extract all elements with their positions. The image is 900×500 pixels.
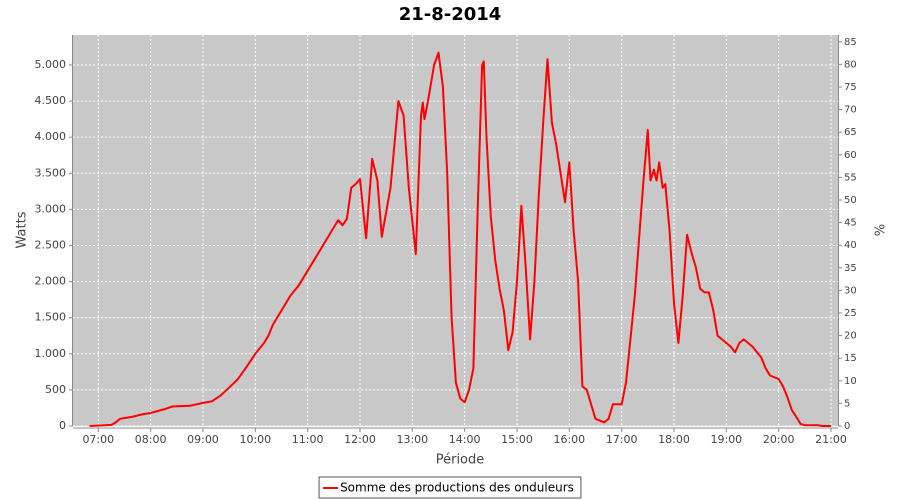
y-tick-label: 4.500 — [35, 94, 67, 107]
y-tick-label: 3.500 — [35, 166, 67, 179]
y2-tick-label: 15 — [844, 353, 857, 364]
y2-tick-label: 85 — [844, 37, 857, 48]
y2-tick-label: 70 — [844, 105, 857, 116]
x-tick-label: 15:00 — [501, 433, 533, 446]
x-tick-label: 13:00 — [396, 433, 428, 446]
x-axis-title: Période — [436, 453, 485, 468]
legend-box — [318, 476, 582, 499]
y2-tick-label: 10 — [844, 376, 857, 387]
x-tick-label: 10:00 — [239, 433, 271, 446]
y-tick-label: 0 — [59, 419, 66, 432]
y2-tick-label: 25 — [844, 308, 857, 319]
y-tick-label: 1.500 — [35, 311, 67, 324]
plot-background — [73, 35, 838, 426]
x-tick-label: 09:00 — [187, 433, 219, 446]
legend-label: Somme des productions des onduleurs — [340, 481, 574, 495]
y2-tick-label: 65 — [844, 127, 857, 138]
y-tick-label: 2.500 — [35, 238, 67, 251]
x-tick-label: 08:00 — [135, 433, 167, 446]
y2-tick-label: 20 — [844, 331, 857, 342]
y-tick-label: 3.000 — [35, 202, 67, 215]
x-tick-label: 18:00 — [658, 433, 690, 446]
y-tick-label: 5.000 — [35, 58, 67, 71]
x-tick-label: 20:00 — [763, 433, 795, 446]
chart-title: 21-8-2014 — [399, 4, 502, 25]
x-tick-label: 16:00 — [553, 433, 585, 446]
y-tick-label: 4.000 — [35, 130, 67, 143]
x-tick-label: 14:00 — [449, 433, 481, 446]
y2-tick-label: 80 — [844, 59, 857, 70]
y2-axis-title: % — [874, 224, 889, 236]
x-tick-label: 07:00 — [82, 433, 114, 446]
y-tick-label: 2.000 — [35, 275, 67, 288]
y2-tick-label: 60 — [844, 150, 857, 161]
y2-tick-label: 75 — [844, 82, 857, 93]
y-tick-label: 500 — [45, 383, 66, 396]
y-axis-title: Watts — [15, 211, 30, 248]
x-tick-label: 17:00 — [606, 433, 638, 446]
y2-tick-label: 40 — [844, 240, 857, 251]
y2-tick-label: 45 — [844, 218, 857, 229]
x-tick-label: 19:00 — [710, 433, 742, 446]
y2-tick-label: 30 — [844, 285, 857, 296]
x-tick-label: 12:00 — [344, 433, 376, 446]
x-tick-label: 11:00 — [292, 433, 324, 446]
y2-tick-label: 5 — [844, 398, 850, 409]
x-tick-label: 21:00 — [815, 433, 847, 446]
y2-tick-label: 0 — [844, 421, 850, 432]
y2-tick-label: 50 — [844, 195, 857, 206]
y2-tick-label: 35 — [844, 263, 857, 274]
line — [89, 51, 831, 427]
y2-tick-label: 55 — [844, 172, 857, 183]
y-tick-label: 1.000 — [35, 347, 67, 360]
